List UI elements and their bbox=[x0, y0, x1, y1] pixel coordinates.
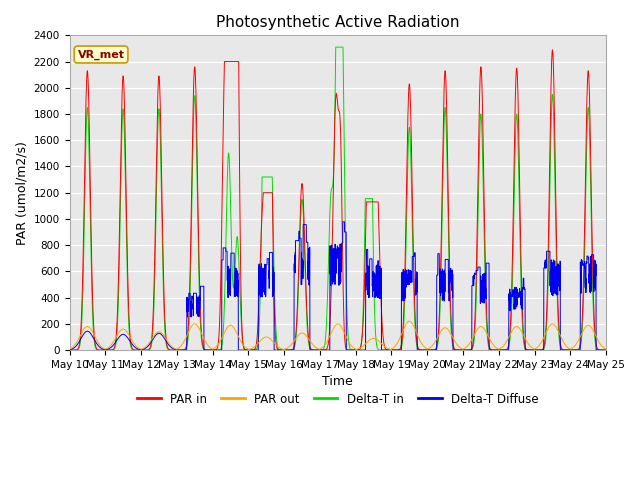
Delta-T in bbox=[602, 347, 609, 353]
PAR in bbox=[602, 347, 610, 353]
Delta-T in bbox=[162, 339, 170, 345]
Title: Photosynthetic Active Radiation: Photosynthetic Active Radiation bbox=[216, 15, 460, 30]
Legend: PAR in, PAR out, Delta-T in, Delta-T Diffuse: PAR in, PAR out, Delta-T in, Delta-T Dif… bbox=[132, 388, 543, 410]
Delta-T in bbox=[429, 347, 436, 353]
PAR out bbox=[602, 346, 609, 352]
PAR in bbox=[428, 347, 436, 353]
PAR out bbox=[317, 345, 325, 351]
Delta-T Diffuse bbox=[602, 347, 609, 353]
PAR in bbox=[317, 347, 325, 353]
PAR out bbox=[458, 346, 466, 352]
Delta-T in bbox=[66, 347, 74, 353]
Line: Delta-T Diffuse: Delta-T Diffuse bbox=[70, 222, 606, 350]
PAR in bbox=[548, 47, 556, 53]
Delta-T in bbox=[602, 347, 610, 353]
Delta-T Diffuse bbox=[458, 347, 466, 353]
PAR in bbox=[458, 347, 466, 353]
PAR out bbox=[489, 341, 497, 347]
Delta-T Diffuse bbox=[66, 347, 74, 353]
Delta-T in bbox=[388, 347, 396, 353]
Delta-T Diffuse bbox=[429, 347, 436, 353]
PAR out bbox=[66, 346, 74, 352]
X-axis label: Time: Time bbox=[323, 375, 353, 388]
PAR out bbox=[406, 318, 413, 324]
Line: PAR in: PAR in bbox=[70, 50, 606, 350]
Delta-T Diffuse bbox=[173, 347, 180, 353]
Delta-T Diffuse bbox=[489, 347, 497, 353]
PAR in bbox=[162, 334, 170, 340]
Delta-T Diffuse bbox=[339, 219, 347, 225]
PAR in bbox=[66, 347, 74, 353]
PAR in bbox=[352, 347, 360, 353]
PAR out bbox=[429, 343, 436, 348]
Delta-T in bbox=[332, 44, 340, 50]
Delta-T in bbox=[317, 347, 325, 353]
Line: Delta-T in: Delta-T in bbox=[70, 47, 606, 350]
Delta-T Diffuse bbox=[318, 347, 326, 353]
Delta-T in bbox=[458, 347, 466, 353]
Y-axis label: PAR (umol/m2/s): PAR (umol/m2/s) bbox=[15, 141, 28, 245]
Delta-T Diffuse bbox=[602, 347, 610, 353]
PAR in bbox=[488, 347, 496, 353]
PAR out bbox=[602, 346, 610, 352]
Delta-T Diffuse bbox=[162, 338, 170, 344]
Delta-T in bbox=[489, 347, 497, 353]
PAR in bbox=[602, 347, 609, 353]
PAR out bbox=[352, 347, 360, 352]
Text: VR_met: VR_met bbox=[77, 49, 125, 60]
PAR out bbox=[162, 336, 170, 342]
Line: PAR out: PAR out bbox=[70, 321, 606, 349]
